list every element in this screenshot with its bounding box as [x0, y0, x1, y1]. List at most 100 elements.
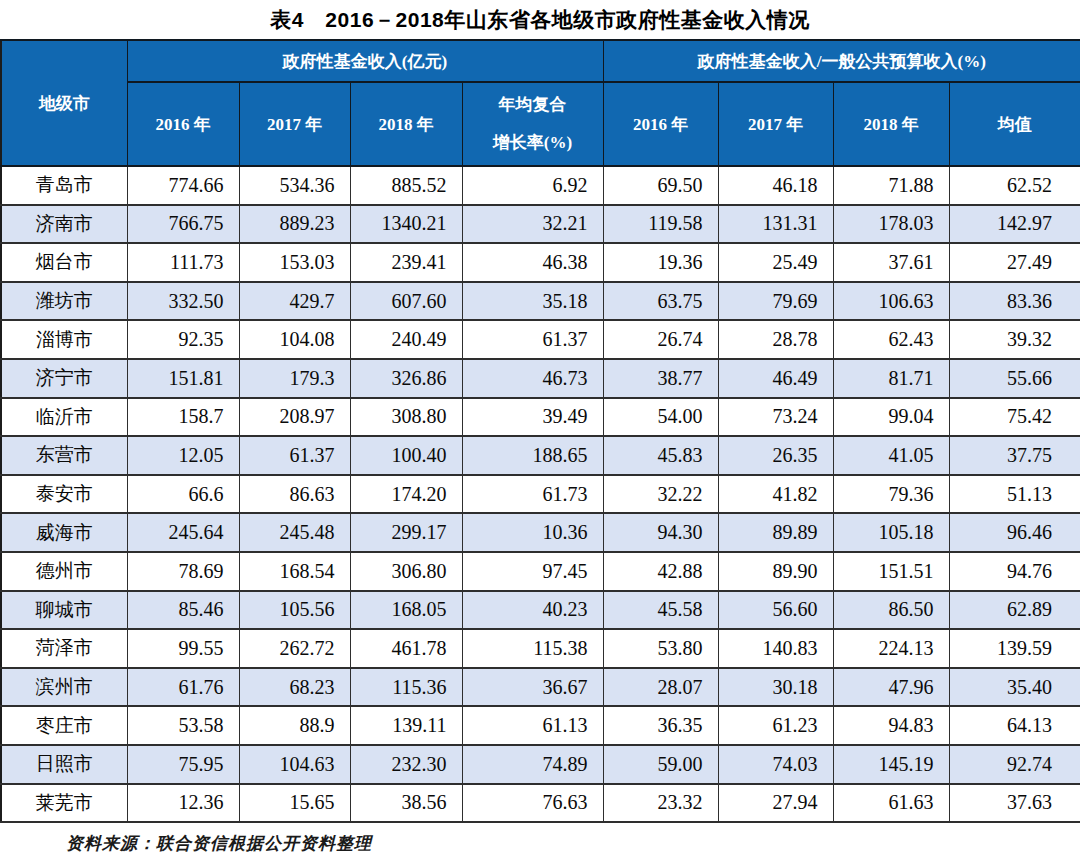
value-cell: 74.03: [718, 745, 833, 784]
value-cell: 53.58: [127, 706, 239, 745]
group-header-fund-income: 政府性基金收入(亿元): [127, 40, 603, 82]
col-header-mean: 均值: [949, 82, 1080, 166]
city-cell: 烟台市: [1, 243, 127, 282]
city-cell: 潍坊市: [1, 282, 127, 321]
table-row: 日照市 75.95 104.63 232.30 74.89 59.00 74.0…: [1, 745, 1080, 784]
table-row: 聊城市 85.46 105.56 168.05 40.23 45.58 56.6…: [1, 591, 1080, 630]
value-cell: 35.18: [462, 282, 603, 321]
value-cell: 92.35: [127, 320, 239, 359]
table-row: 烟台市 111.73 153.03 239.41 46.38 19.36 25.…: [1, 243, 1080, 282]
value-cell: 61.73: [462, 475, 603, 514]
group-header-row: 地级市 政府性基金收入(亿元) 政府性基金收入/一般公共预算收入(%): [1, 40, 1080, 82]
value-cell: 151.81: [127, 359, 239, 398]
col-header-2017-income: 2017 年: [239, 82, 350, 166]
value-cell: 28.78: [718, 320, 833, 359]
value-cell: 10.36: [462, 513, 603, 552]
value-cell: 26.35: [718, 436, 833, 475]
value-cell: 37.61: [833, 243, 949, 282]
value-cell: 94.30: [603, 513, 718, 552]
table-row: 菏泽市 99.55 262.72 461.78 115.38 53.80 140…: [1, 629, 1080, 668]
city-cell: 滨州市: [1, 668, 127, 707]
value-cell: 774.66: [127, 166, 239, 205]
value-cell: 19.36: [603, 243, 718, 282]
value-cell: 232.30: [350, 745, 462, 784]
value-cell: 59.00: [603, 745, 718, 784]
value-cell: 38.77: [603, 359, 718, 398]
value-cell: 73.24: [718, 398, 833, 437]
value-cell: 39.49: [462, 398, 603, 437]
value-cell: 38.56: [350, 784, 462, 823]
value-cell: 62.89: [949, 591, 1080, 630]
value-cell: 36.35: [603, 706, 718, 745]
value-cell: 86.63: [239, 475, 350, 514]
value-cell: 35.40: [949, 668, 1080, 707]
city-cell: 菏泽市: [1, 629, 127, 668]
value-cell: 89.90: [718, 552, 833, 591]
col-header-2018-ratio: 2018 年: [833, 82, 949, 166]
table-row: 潍坊市 332.50 429.7 607.60 35.18 63.75 79.6…: [1, 282, 1080, 321]
value-cell: 46.49: [718, 359, 833, 398]
city-cell: 威海市: [1, 513, 127, 552]
value-cell: 30.18: [718, 668, 833, 707]
value-cell: 55.66: [949, 359, 1080, 398]
sub-header-row: 2016 年 2017 年 2018 年 年均复合 增长率(%) 2016 年 …: [1, 82, 1080, 166]
value-cell: 28.07: [603, 668, 718, 707]
table-row: 济南市 766.75 889.23 1340.21 32.21 119.58 1…: [1, 205, 1080, 244]
value-cell: 46.18: [718, 166, 833, 205]
table-row: 济宁市 151.81 179.3 326.86 46.73 38.77 46.4…: [1, 359, 1080, 398]
value-cell: 68.23: [239, 668, 350, 707]
value-cell: 40.23: [462, 591, 603, 630]
value-cell: 99.04: [833, 398, 949, 437]
value-cell: 6.92: [462, 166, 603, 205]
value-cell: 37.75: [949, 436, 1080, 475]
value-cell: 139.59: [949, 629, 1080, 668]
table-row: 德州市 78.69 168.54 306.80 97.45 42.88 89.9…: [1, 552, 1080, 591]
value-cell: 168.54: [239, 552, 350, 591]
table-row: 临沂市 158.7 208.97 308.80 39.49 54.00 73.2…: [1, 398, 1080, 437]
value-cell: 100.40: [350, 436, 462, 475]
value-cell: 142.97: [949, 205, 1080, 244]
value-cell: 885.52: [350, 166, 462, 205]
col-header-2016-ratio: 2016 年: [603, 82, 718, 166]
value-cell: 105.56: [239, 591, 350, 630]
value-cell: 75.95: [127, 745, 239, 784]
value-cell: 56.60: [718, 591, 833, 630]
value-cell: 27.94: [718, 784, 833, 823]
city-cell: 枣庄市: [1, 706, 127, 745]
value-cell: 308.80: [350, 398, 462, 437]
value-cell: 139.11: [350, 706, 462, 745]
value-cell: 188.65: [462, 436, 603, 475]
table-row: 莱芜市 12.36 15.65 38.56 76.63 23.32 27.94 …: [1, 784, 1080, 823]
value-cell: 94.83: [833, 706, 949, 745]
table-row: 淄博市 92.35 104.08 240.49 61.37 26.74 28.7…: [1, 320, 1080, 359]
value-cell: 71.88: [833, 166, 949, 205]
value-cell: 1340.21: [350, 205, 462, 244]
value-cell: 461.78: [350, 629, 462, 668]
city-cell: 淄博市: [1, 320, 127, 359]
value-cell: 45.83: [603, 436, 718, 475]
city-cell: 日照市: [1, 745, 127, 784]
value-cell: 53.80: [603, 629, 718, 668]
value-cell: 61.37: [239, 436, 350, 475]
value-cell: 62.52: [949, 166, 1080, 205]
value-cell: 119.58: [603, 205, 718, 244]
value-cell: 106.63: [833, 282, 949, 321]
value-cell: 111.73: [127, 243, 239, 282]
col-header-2017-ratio: 2017 年: [718, 82, 833, 166]
city-cell: 聊城市: [1, 591, 127, 630]
value-cell: 245.48: [239, 513, 350, 552]
value-cell: 889.23: [239, 205, 350, 244]
value-cell: 239.41: [350, 243, 462, 282]
value-cell: 131.31: [718, 205, 833, 244]
table-row: 枣庄市 53.58 88.9 139.11 61.13 36.35 61.23 …: [1, 706, 1080, 745]
city-cell: 德州市: [1, 552, 127, 591]
value-cell: 46.38: [462, 243, 603, 282]
value-cell: 61.63: [833, 784, 949, 823]
value-cell: 178.03: [833, 205, 949, 244]
value-cell: 115.38: [462, 629, 603, 668]
value-cell: 36.67: [462, 668, 603, 707]
value-cell: 208.97: [239, 398, 350, 437]
value-cell: 151.51: [833, 552, 949, 591]
value-cell: 23.32: [603, 784, 718, 823]
table-body: 青岛市 774.66 534.36 885.52 6.92 69.50 46.1…: [1, 166, 1080, 822]
